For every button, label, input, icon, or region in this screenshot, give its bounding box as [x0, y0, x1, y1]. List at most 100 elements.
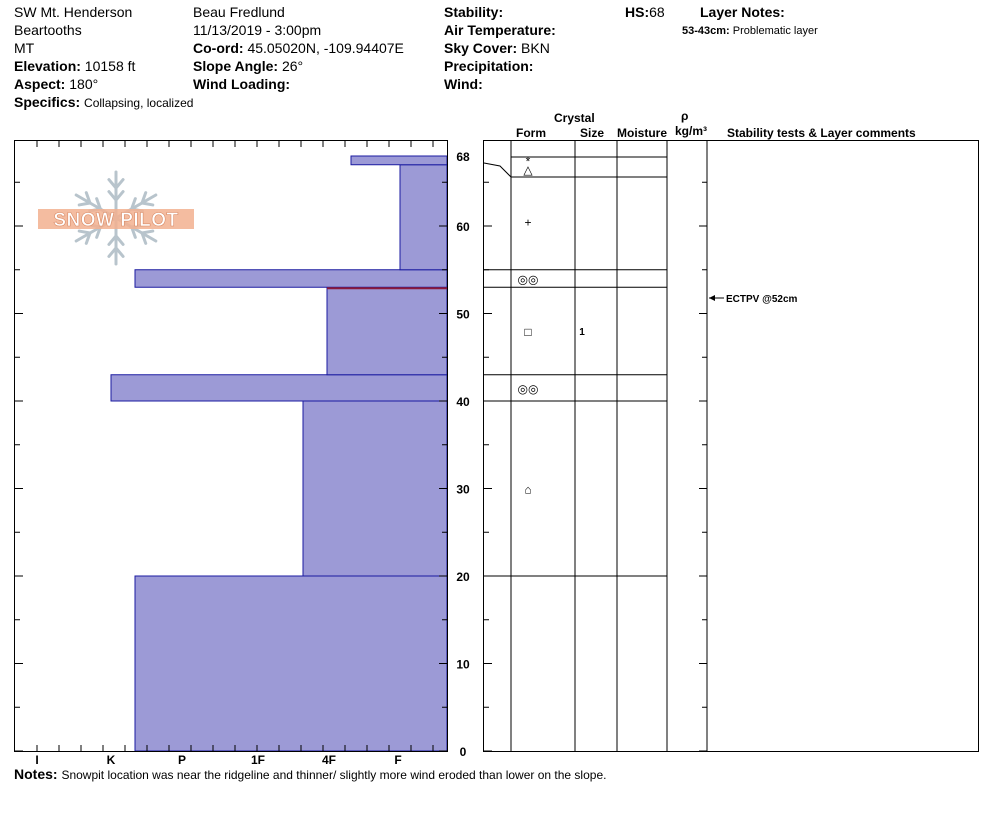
hardness-layer-bar — [326, 286, 448, 376]
notes-label: Notes: — [14, 766, 58, 782]
logo-flake-branch — [107, 246, 118, 258]
mountain-range: Beartooths — [14, 22, 82, 38]
logo-flake-branch — [114, 178, 125, 190]
hardness-layer-bar — [350, 155, 448, 166]
logo-flake-branch — [140, 229, 155, 235]
slope-label: Slope Angle: — [193, 58, 279, 74]
logo-flake-branch — [77, 201, 92, 207]
hardness-label: P — [178, 753, 186, 767]
logo-flake-branch — [95, 197, 102, 211]
logo-flake-branch — [84, 231, 92, 245]
hardness-plot-frame — [14, 140, 448, 752]
hardness-layers — [110, 155, 448, 752]
slope-angle: Slope Angle: 26° — [193, 58, 303, 75]
specifics-value: Collapsing, localized — [84, 96, 194, 110]
precipitation-label: Precipitation: — [444, 58, 534, 74]
crystal-form-symbol: ⌂ — [524, 483, 531, 497]
hardness-layer-bar — [110, 374, 448, 402]
logo-flake-branch — [77, 229, 92, 235]
coord-label: Co-ord: — [193, 40, 244, 56]
height-label: 20 — [456, 570, 470, 584]
elevation: Elevation: 10158 ft — [14, 58, 135, 75]
stability-header: Stability tests & Layer comments — [727, 126, 916, 140]
slope-value: 26° — [281, 58, 304, 74]
logo-flake-branch — [140, 201, 155, 207]
height-label: 50 — [456, 308, 470, 322]
density-header: kg/m³ — [675, 124, 708, 138]
location-name: SW Mt. Henderson — [14, 4, 133, 20]
crystal-form-symbol: * — [526, 154, 531, 168]
hardness-label: 1F — [251, 753, 265, 767]
aspect-value: 180° — [69, 76, 99, 92]
logo-flake-branch — [140, 231, 148, 245]
logo-flake-branch — [114, 190, 125, 202]
layer-table-lines — [483, 141, 708, 751]
layer-table-frame — [483, 140, 979, 752]
crystal-form-symbol: △ — [523, 163, 533, 177]
layer-note: 53-43cm: Problematic layer — [682, 23, 818, 40]
elevation-value: 10158 ft — [84, 58, 136, 74]
height-label: 60 — [456, 220, 470, 234]
datetime: 11/13/2019 - 3:00pm — [193, 22, 322, 38]
hardness-ticks — [36, 141, 434, 751]
logo-flake-branch — [140, 191, 148, 205]
hardness-label: I — [35, 753, 38, 767]
wind-loading-label: Wind Loading: — [193, 76, 291, 92]
snowpilot-logo: SNOW PILOT — [38, 170, 194, 266]
crystal-form-symbol: ◎◎ — [518, 273, 539, 287]
logo-flake-branch — [107, 234, 118, 246]
height-label: 40 — [456, 395, 470, 409]
crystal-form-symbol: □ — [524, 325, 531, 339]
state: MT — [14, 40, 35, 56]
layer-note-text: Problematic layer — [732, 25, 818, 37]
hardness-label: F — [394, 753, 401, 767]
logo-flake-branch — [114, 234, 125, 246]
notes: Notes: Snowpit location was near the rid… — [14, 766, 606, 784]
hardness-label: 4F — [322, 753, 336, 767]
layer-connector — [483, 162, 512, 178]
sky-cover: Sky Cover: BKN — [444, 40, 550, 57]
height-label: 10 — [456, 658, 470, 672]
hardness-labels: I K P 1F 4F F — [35, 753, 401, 767]
crystal-symbols: *△ + ◎◎ □ 1 ◎◎ ⌂ — [518, 154, 586, 496]
elevation-label: Elevation: — [14, 58, 81, 74]
crystal-size-value: 1 — [579, 327, 585, 338]
logo-text: SNOW PILOT — [53, 210, 178, 231]
logo-flake-branch — [130, 197, 137, 211]
test-arrow-head — [709, 295, 715, 301]
air-temp-label: Air Temperature: — [444, 22, 556, 38]
hardness-label: K — [107, 753, 116, 767]
hardness-layer-bar — [302, 400, 448, 577]
form-header: Form — [516, 126, 546, 140]
rho-header: ρ — [681, 109, 689, 123]
logo-flake-branch — [107, 190, 118, 202]
snow-height: HS:68 — [625, 4, 665, 21]
aspect-label: Aspect: — [14, 76, 66, 92]
notes-text: Snowpit location was near the ridgeline … — [61, 768, 607, 782]
layer-notes-label: Layer Notes: — [700, 4, 785, 20]
height-label: 0 — [460, 745, 467, 759]
test-result-label: ECTPV @52cm — [726, 294, 798, 305]
coordinates: Co-ord: 45.05020N, -109.94407E — [193, 40, 404, 57]
crystal-form-symbol: ◎◎ — [518, 382, 539, 396]
hardness-layer-bar — [134, 575, 448, 752]
specifics-label: Specifics: — [14, 94, 81, 110]
moisture-header: Moisture — [617, 126, 668, 140]
aspect: Aspect: 180° — [14, 76, 98, 93]
hs-value: 68 — [649, 4, 665, 20]
height-labels: 0 10 20 30 40 50 60 68 — [456, 150, 470, 759]
logo-flake-branch — [107, 178, 118, 190]
observer: Beau Fredlund — [193, 4, 285, 20]
wind-label: Wind: — [444, 76, 483, 92]
stability-label: Stability: — [444, 4, 504, 20]
height-label: 30 — [456, 483, 470, 497]
specifics: Specifics: Collapsing, localized — [14, 94, 193, 112]
sky-value: BKN — [521, 40, 550, 56]
logo-flake-branch — [84, 191, 92, 205]
layer-note-range: 53-43cm: — [682, 25, 730, 37]
hardness-layer-bar — [134, 269, 448, 288]
size-header: Size — [580, 126, 605, 140]
sky-label: Sky Cover: — [444, 40, 518, 56]
stability-test-marker: ECTPV @52cm — [709, 294, 798, 305]
